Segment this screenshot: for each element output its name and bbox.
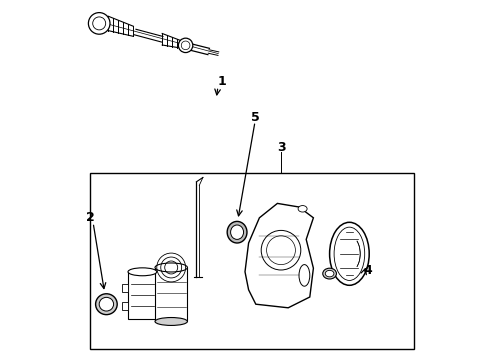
Ellipse shape [227, 221, 247, 243]
Ellipse shape [96, 294, 117, 315]
Ellipse shape [325, 270, 334, 277]
FancyBboxPatch shape [128, 272, 157, 319]
Bar [155, 267, 187, 321]
Text: 1: 1 [217, 75, 226, 87]
Ellipse shape [231, 225, 244, 239]
Polygon shape [245, 203, 314, 308]
Text: 4: 4 [363, 264, 372, 276]
Ellipse shape [299, 265, 310, 286]
Ellipse shape [128, 268, 157, 276]
Circle shape [178, 38, 193, 53]
Text: 2: 2 [86, 211, 95, 224]
Bar [122, 302, 128, 310]
Text: 3: 3 [277, 141, 285, 154]
Text: 5: 5 [251, 111, 260, 123]
Ellipse shape [155, 318, 187, 325]
Ellipse shape [99, 297, 114, 311]
Ellipse shape [155, 263, 187, 272]
Ellipse shape [330, 222, 369, 285]
Circle shape [88, 13, 110, 34]
Ellipse shape [298, 206, 307, 212]
Ellipse shape [323, 268, 337, 279]
Bar [122, 284, 128, 292]
Bar [90, 173, 414, 349]
